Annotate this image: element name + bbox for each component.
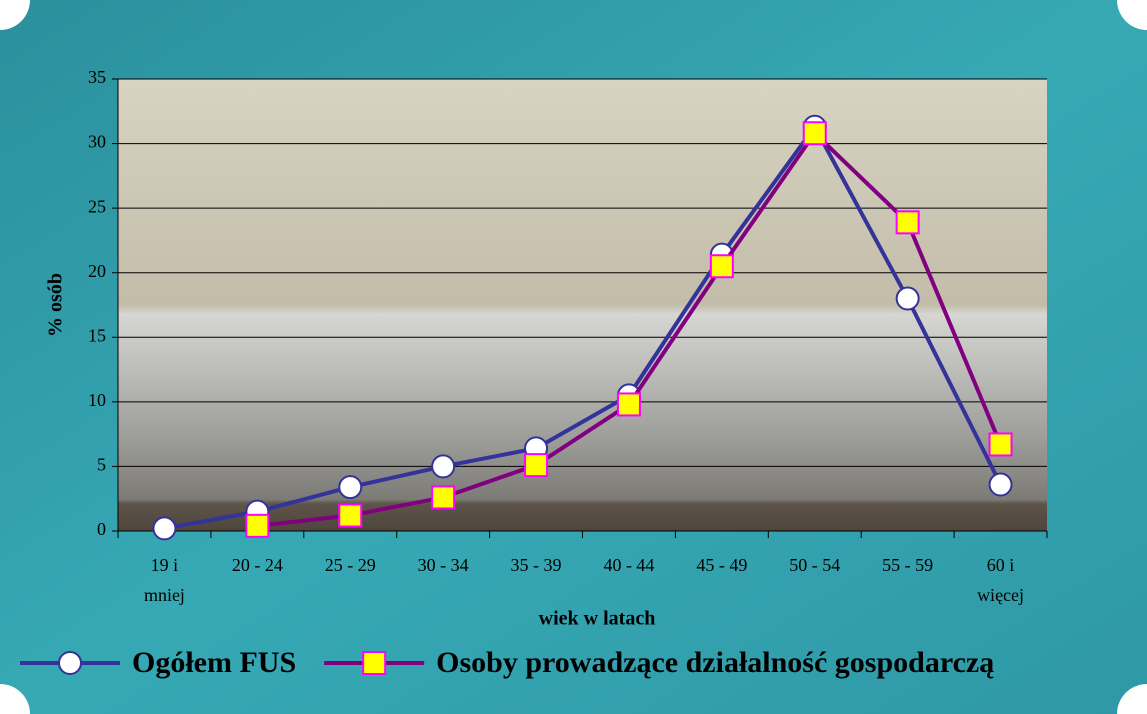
x-tick-label: 60 i więcej bbox=[977, 555, 1025, 605]
marker bbox=[338, 475, 363, 500]
y-tick-label: 5 bbox=[97, 455, 106, 475]
legend-label: Ogółem FUS bbox=[132, 646, 296, 679]
y-tick-label: 30 bbox=[88, 132, 106, 152]
marker bbox=[338, 503, 363, 528]
legend-marker bbox=[58, 651, 82, 675]
marker bbox=[431, 454, 456, 479]
corner bbox=[1117, 684, 1147, 714]
x-tick-label: 40 - 44 bbox=[603, 555, 655, 575]
marker bbox=[616, 392, 641, 417]
series-line bbox=[164, 123, 1003, 531]
y-tick-label: 10 bbox=[88, 390, 106, 410]
y-tick-label: 0 bbox=[97, 519, 106, 539]
marker bbox=[709, 254, 734, 279]
corner bbox=[0, 684, 30, 714]
plot-area bbox=[118, 79, 1047, 531]
marker bbox=[802, 121, 827, 146]
x-tick-label: 20 - 24 bbox=[231, 555, 283, 575]
marker bbox=[245, 513, 270, 538]
marker bbox=[524, 453, 549, 478]
x-tick-label: 30 - 34 bbox=[417, 555, 469, 575]
y-tick-label: 20 bbox=[88, 261, 106, 281]
x-tick-label: 19 i mniej bbox=[143, 555, 185, 605]
marker bbox=[895, 210, 920, 235]
marker bbox=[152, 516, 177, 541]
marker bbox=[988, 432, 1013, 457]
x-tick-label: 50 - 54 bbox=[789, 555, 841, 575]
x-axis-title: wiek w latach bbox=[539, 608, 656, 630]
corner bbox=[1117, 0, 1147, 30]
y-tick-label: 35 bbox=[88, 67, 106, 87]
marker bbox=[895, 286, 920, 311]
y-tick-label: 15 bbox=[88, 325, 106, 345]
marker bbox=[431, 485, 456, 510]
x-tick-label: 45 - 49 bbox=[696, 555, 748, 575]
corner bbox=[0, 0, 30, 30]
legend-label: Osoby prowadzące działalność gospodarczą bbox=[436, 646, 994, 679]
y-tick-label: 25 bbox=[88, 196, 106, 216]
x-tick-label: 55 - 59 bbox=[882, 555, 934, 575]
legend-marker bbox=[362, 651, 387, 675]
y-axis-title: % osób bbox=[45, 273, 67, 337]
marker bbox=[988, 472, 1013, 497]
x-tick-label: 25 - 29 bbox=[324, 555, 376, 575]
x-tick-label: 35 - 39 bbox=[510, 555, 562, 575]
